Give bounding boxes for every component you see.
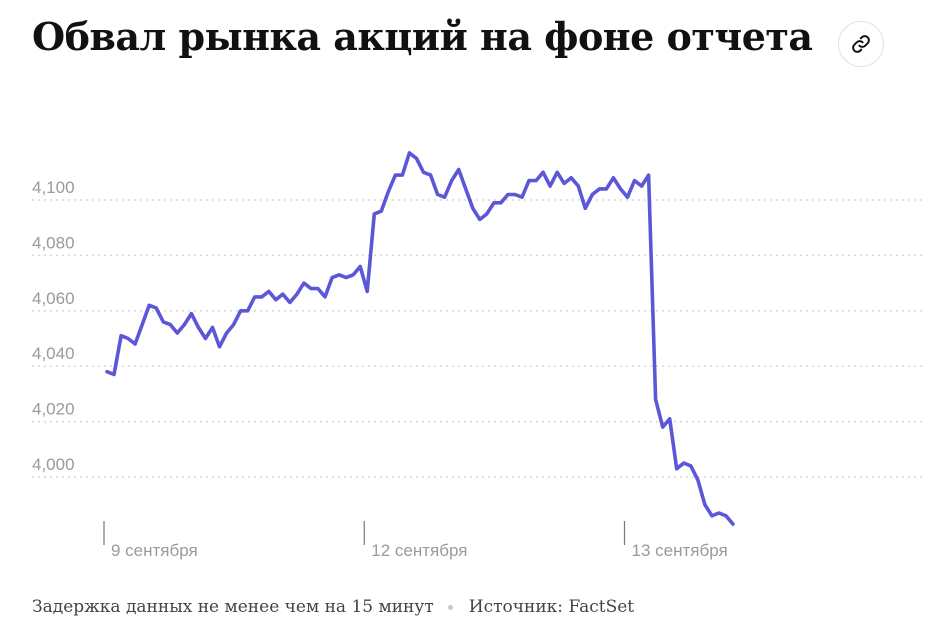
copy-link-button[interactable] bbox=[838, 21, 884, 67]
y-tick-label: 4,100 bbox=[32, 178, 75, 197]
y-tick-label: 4,020 bbox=[32, 400, 75, 419]
y-tick-label: 4,040 bbox=[32, 344, 75, 363]
line-chart: 4,000 4,020 4,040 4,060 4,080 4,100 9 сентября… bbox=[32, 151, 925, 560]
y-tick-label: 4,060 bbox=[32, 289, 75, 308]
chart-footer: Задержка данных не менее чем на 15 минут… bbox=[32, 597, 634, 617]
link-icon bbox=[852, 35, 870, 53]
y-tick-label: 4,080 bbox=[32, 233, 75, 252]
separator-dot bbox=[447, 604, 453, 610]
chart-title: Обвал рынка акций на фоне отчета bbox=[32, 14, 813, 59]
series-line bbox=[105, 151, 735, 526]
x-tick-label: 13 сентября bbox=[631, 541, 727, 560]
source-note: Источник: FactSet bbox=[468, 597, 635, 617]
x-tick-label: 9 сентября bbox=[111, 541, 198, 560]
data-delay-note: Задержка данных не менее чем на 15 минут bbox=[32, 597, 434, 617]
x-tick-label: 12 сентября bbox=[371, 541, 467, 560]
y-tick-label: 4,000 bbox=[32, 455, 75, 474]
